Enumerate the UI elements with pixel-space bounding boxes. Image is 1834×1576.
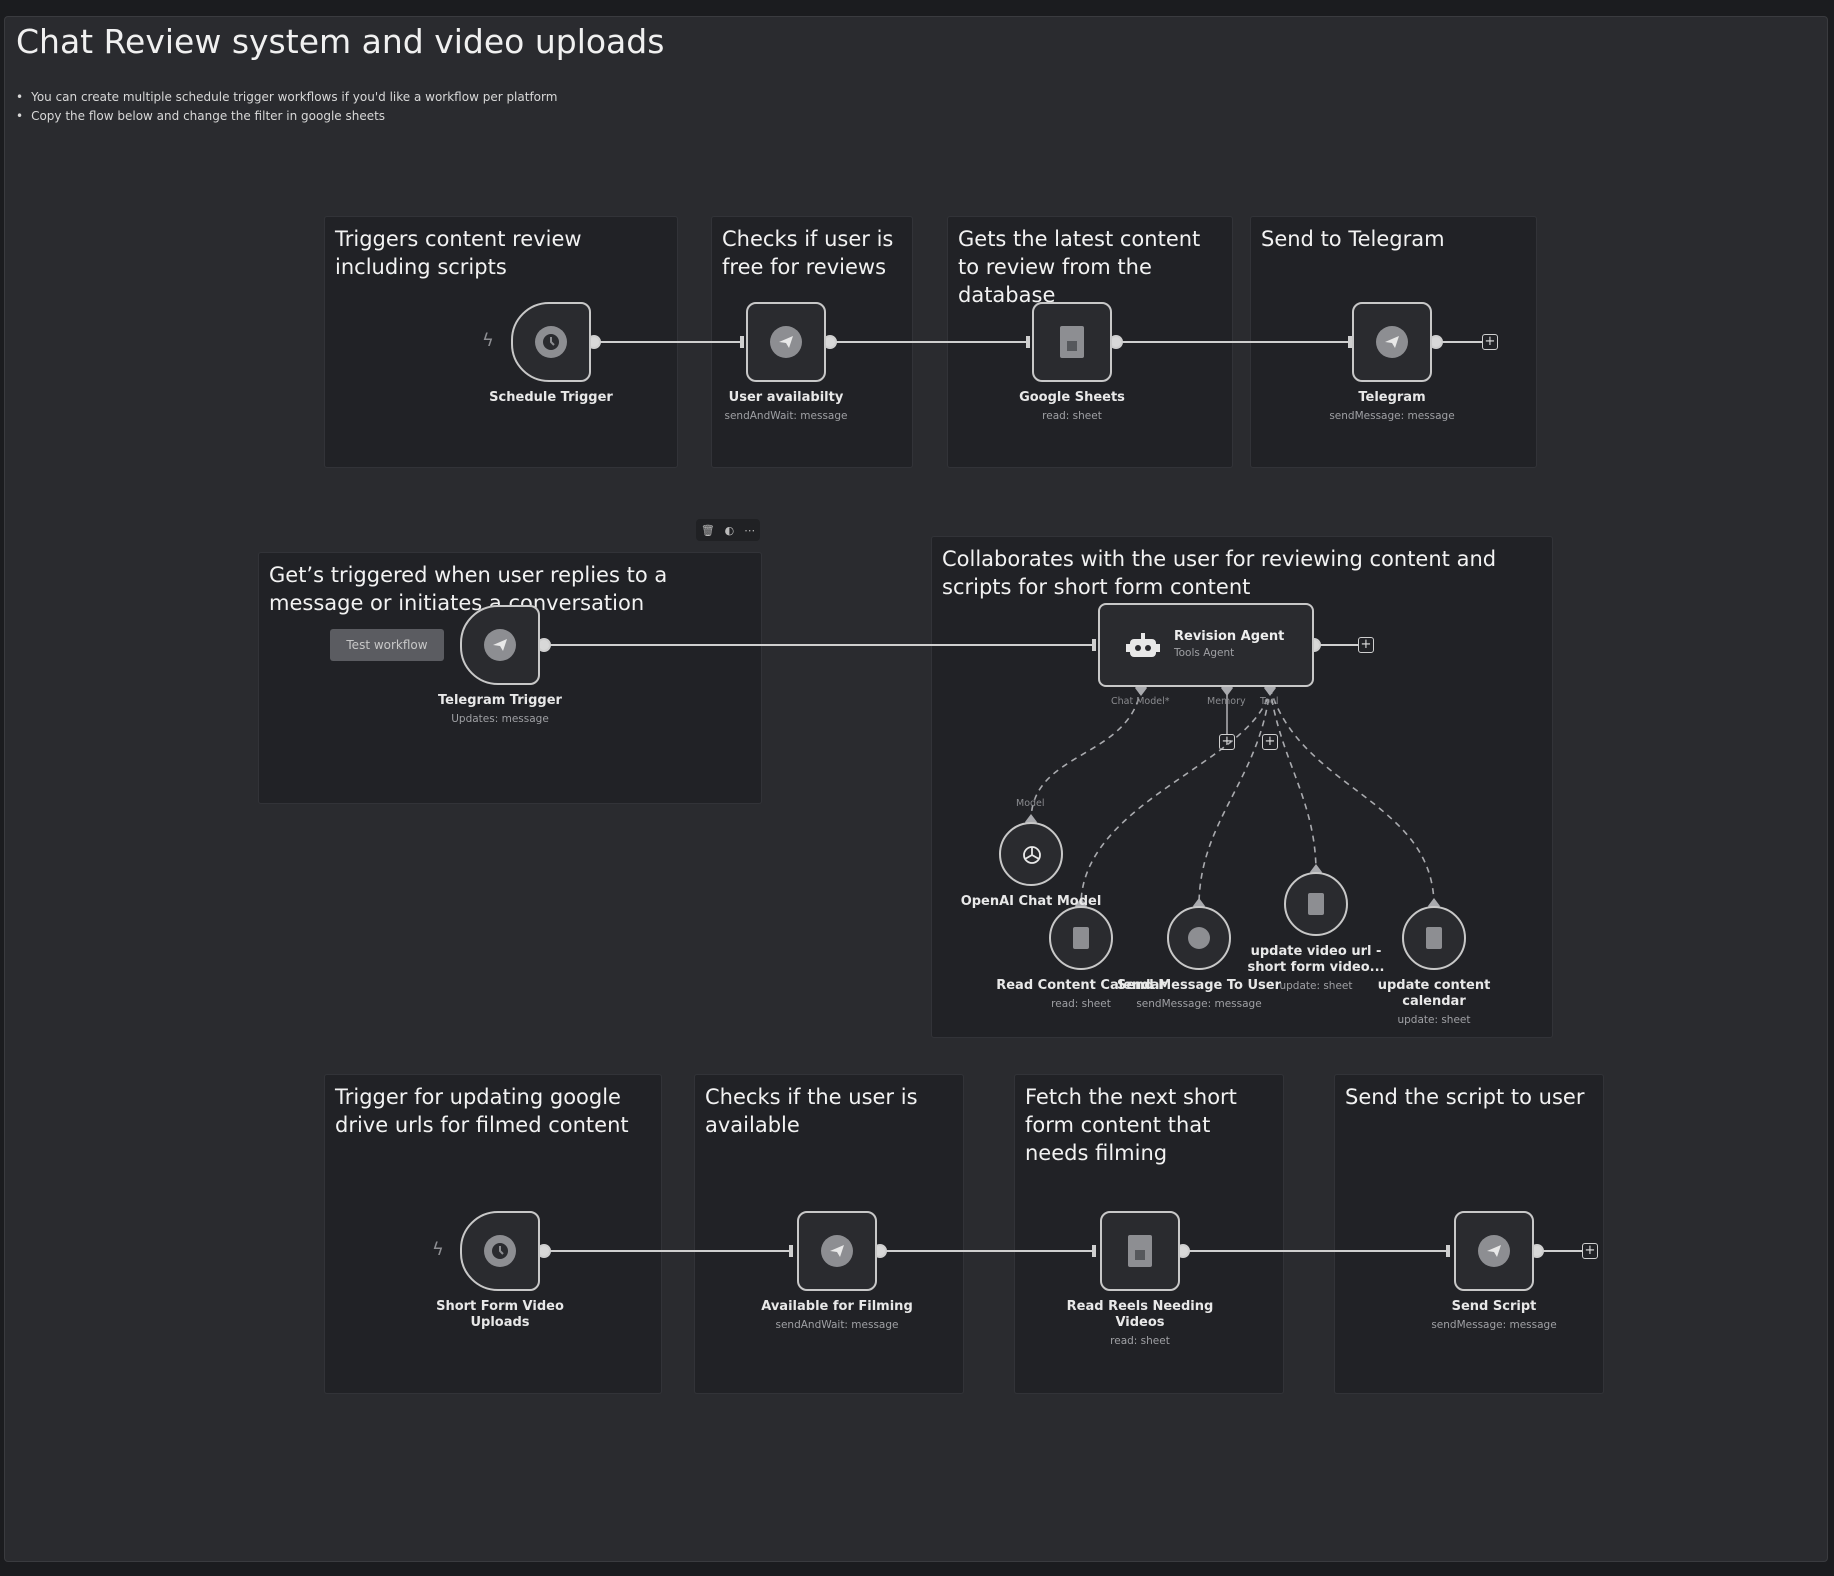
sub-connection: [1030, 687, 1142, 823]
sheets-icon: [1128, 1235, 1152, 1267]
sub-connection: [1198, 687, 1271, 907]
user-availability-node[interactable]: [746, 302, 826, 382]
robot-icon: [1126, 631, 1160, 665]
node-label: OpenAI Chat Model: [960, 894, 1102, 909]
notes-list: You can create multiple schedule trigger…: [16, 90, 557, 128]
input-port: [740, 336, 744, 348]
sticky-text: Fetch the next short form content that n…: [1025, 1085, 1237, 1165]
short-form-uploads-trigger-node[interactable]: [460, 1211, 540, 1291]
available-for-filming-node[interactable]: [797, 1211, 877, 1291]
read-reels-needing-videos-node[interactable]: [1100, 1211, 1180, 1291]
port-label-chat-model: Chat Model*: [1111, 696, 1170, 707]
note-item: You can create multiple schedule trigger…: [16, 90, 557, 104]
sheets-icon: [1308, 893, 1324, 915]
sticky-text: Triggers content review including script…: [335, 227, 582, 279]
trigger-bolt-icon: ϟ: [432, 1239, 444, 1260]
node-label: User availabilty sendAndWait: message: [724, 390, 848, 422]
add-node-button[interactable]: +: [1358, 637, 1374, 653]
input-port: [1092, 1245, 1096, 1257]
sticky-text: Checks if user is free for reviews: [722, 227, 894, 279]
clock-icon: [484, 1235, 516, 1267]
add-tool-button[interactable]: +: [1262, 734, 1278, 750]
update-content-calendar-node[interactable]: [1402, 906, 1466, 970]
telegram-node[interactable]: [1352, 302, 1432, 382]
test-workflow-button[interactable]: Test workflow: [330, 629, 444, 661]
node-label: Telegram Trigger Updates: message: [438, 693, 562, 725]
input-port: [1446, 1245, 1450, 1257]
port-label-tool: Tool: [1260, 696, 1279, 707]
agent-title: Revision Agent: [1174, 629, 1285, 644]
sticky-text: Gets the latest content to review from t…: [958, 227, 1201, 307]
sub-connection: [1080, 687, 1271, 907]
telegram-icon: [1376, 326, 1408, 358]
read-content-calendar-node[interactable]: [1049, 906, 1113, 970]
trash-icon[interactable]: 🗑: [700, 523, 715, 537]
add-node-button[interactable]: +: [1582, 1243, 1598, 1259]
node-label: Schedule Trigger: [489, 390, 613, 405]
node-label: Read Content Calendar read: sheet: [996, 978, 1166, 1010]
agent-subtitle: Tools Agent: [1174, 647, 1235, 659]
port-label-model: Model: [1016, 798, 1045, 809]
input-port: [1348, 336, 1352, 348]
sub-connection: [1269, 687, 1435, 907]
input-port: [1026, 336, 1030, 348]
sheets-icon: [1060, 326, 1084, 358]
more-icon[interactable]: ⋯: [744, 523, 756, 537]
update-video-url-node[interactable]: [1284, 872, 1348, 936]
sticky-text: Checks if the user is available: [705, 1085, 918, 1137]
node-label: Available for Filming sendAndWait: messag…: [761, 1299, 913, 1331]
telegram-icon: [770, 326, 802, 358]
sheets-icon: [1426, 927, 1442, 949]
node-label: update video url - short form video... up…: [1247, 944, 1385, 992]
port-label-memory: Memory: [1207, 696, 1246, 707]
node-label: Google Sheets read: sheet: [1019, 390, 1125, 422]
input-port: [789, 1245, 793, 1257]
telegram-icon: [1478, 1235, 1510, 1267]
note-item: Copy the flow below and change the filte…: [16, 109, 557, 123]
clock-icon: [535, 326, 567, 358]
sticky-text: Send to Telegram: [1261, 227, 1445, 251]
node-label: Telegram sendMessage: message: [1329, 390, 1455, 422]
trigger-bolt-icon: ϟ: [482, 330, 494, 351]
revision-agent-node[interactable]: Revision Agent Tools Agent: [1098, 603, 1314, 687]
add-memory-button[interactable]: +: [1219, 734, 1235, 750]
node-label: Send Script sendMessage: message: [1431, 1299, 1557, 1331]
sub-connection: [1269, 687, 1317, 873]
send-message-to-user-node[interactable]: [1167, 906, 1231, 970]
openai-icon: [1020, 843, 1044, 871]
page-title: Chat Review system and video uploads: [16, 22, 665, 61]
node-label: Read Reels Needing Videos read: sheet: [1066, 1299, 1214, 1347]
sheets-icon: [1073, 927, 1089, 949]
sticky-text: Collaborates with the user for reviewing…: [942, 547, 1497, 599]
add-node-button[interactable]: +: [1482, 334, 1498, 350]
telegram-icon: [821, 1235, 853, 1267]
sticky-text: Get’s triggered when user replies to a m…: [269, 563, 668, 615]
google-sheets-node[interactable]: [1032, 302, 1112, 382]
telegram-trigger-node[interactable]: [460, 605, 540, 685]
node-label: Send Message To User sendMessage: message: [1116, 978, 1282, 1010]
sticky-toolbar: 🗑 ◐ ⋯: [696, 519, 760, 541]
telegram-icon: [1188, 927, 1210, 949]
sticky-text: Send the script to user: [1345, 1085, 1585, 1109]
input-port: [1092, 639, 1096, 651]
telegram-icon: [484, 629, 516, 661]
send-script-node[interactable]: [1454, 1211, 1534, 1291]
schedule-trigger-node[interactable]: [511, 302, 591, 382]
openai-chat-model-node[interactable]: [999, 822, 1063, 886]
node-label: update content calendar update: sheet: [1377, 978, 1491, 1026]
sticky-text: Trigger for updating google drive urls f…: [335, 1085, 629, 1137]
node-label: Short Form Video Uploads: [436, 1299, 564, 1330]
palette-icon[interactable]: ◐: [724, 523, 735, 537]
